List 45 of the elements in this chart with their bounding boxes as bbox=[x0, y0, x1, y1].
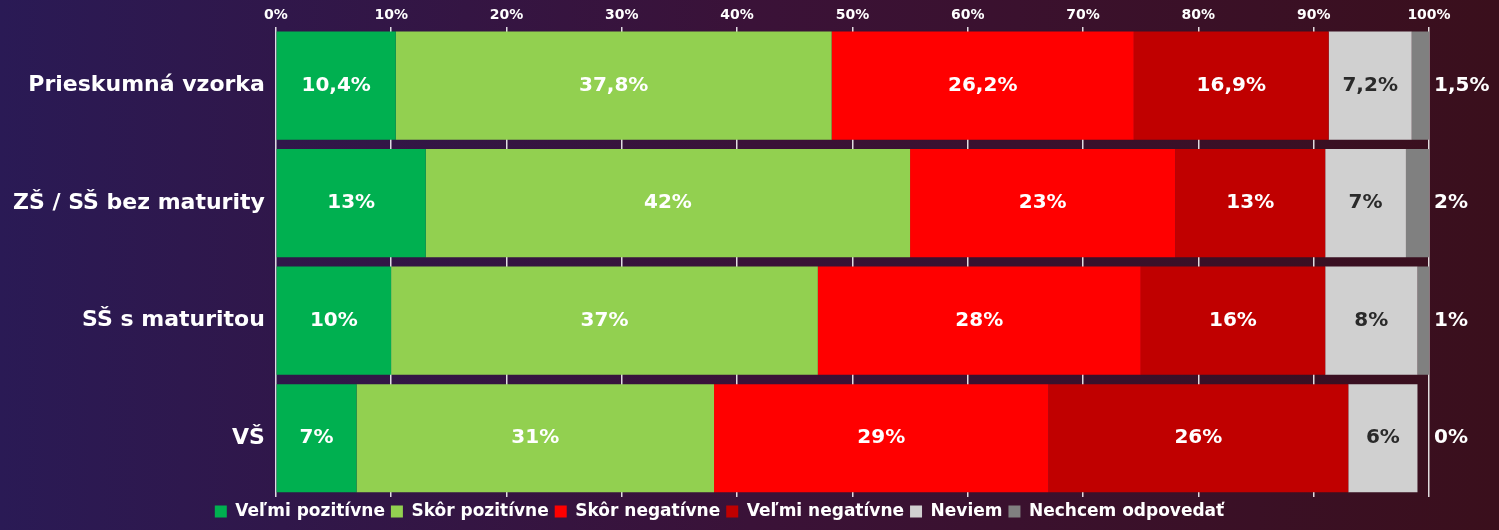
data-label: 10% bbox=[309, 306, 358, 331]
x-tick-label: 20% bbox=[489, 6, 524, 23]
data-label: 1% bbox=[1434, 306, 1468, 331]
data-label: 7,2% bbox=[1342, 71, 1398, 96]
x-tick-label: 90% bbox=[1296, 6, 1331, 23]
x-tick-label: 30% bbox=[605, 6, 639, 23]
y-tick-label: ZŠ / SŠ bez maturity bbox=[13, 188, 265, 214]
data-label: 28% bbox=[955, 306, 1004, 331]
data-label: 16,9% bbox=[1196, 71, 1266, 96]
data-label: 8% bbox=[1354, 306, 1389, 331]
legend-label: Skôr negatívne bbox=[575, 499, 721, 520]
data-label: 31% bbox=[511, 424, 560, 449]
data-label: 13% bbox=[327, 189, 376, 214]
data-label: 26% bbox=[1174, 424, 1223, 449]
data-label: 37,8% bbox=[579, 71, 649, 96]
data-label: 42% bbox=[643, 189, 692, 214]
x-tick-label: 80% bbox=[1181, 6, 1216, 23]
x-tick-label: 100% bbox=[1407, 6, 1451, 23]
legend-label: Veľmi pozitívne bbox=[235, 499, 385, 520]
data-label: 29% bbox=[857, 424, 906, 449]
legend-label: Nechcem odpovedať bbox=[1028, 499, 1226, 520]
x-tick-label: 0% bbox=[263, 6, 288, 23]
x-tick-label: 10% bbox=[374, 6, 408, 23]
x-tick-label: 50% bbox=[835, 6, 870, 23]
x-tick-label: 60% bbox=[950, 6, 985, 23]
x-tick-label: 70% bbox=[1066, 6, 1100, 23]
y-tick-label: VŠ bbox=[231, 423, 265, 449]
legend-label: Veľmi negatívne bbox=[746, 499, 905, 520]
data-label: 2% bbox=[1434, 189, 1468, 214]
x-tick-label: 40% bbox=[720, 6, 754, 23]
legend-label: Skôr pozitívne bbox=[411, 499, 549, 520]
data-label: 13% bbox=[1226, 189, 1275, 214]
data-label: 16% bbox=[1209, 306, 1257, 331]
data-label: 6% bbox=[1365, 424, 1400, 449]
data-label: 7% bbox=[299, 424, 334, 449]
data-label: 7% bbox=[1348, 189, 1383, 214]
y-tick-label: SŠ s maturitou bbox=[82, 306, 265, 332]
data-label: 26,2% bbox=[948, 71, 1018, 96]
data-label: 10,4% bbox=[301, 71, 371, 96]
y-tick-label: Prieskumná vzorka bbox=[28, 71, 265, 97]
data-label: 0% bbox=[1434, 424, 1468, 449]
data-label: 23% bbox=[1018, 189, 1067, 214]
legend-label: Neviem bbox=[930, 499, 1003, 520]
data-label: 1,5% bbox=[1434, 71, 1490, 96]
data-label: 37% bbox=[580, 306, 629, 331]
